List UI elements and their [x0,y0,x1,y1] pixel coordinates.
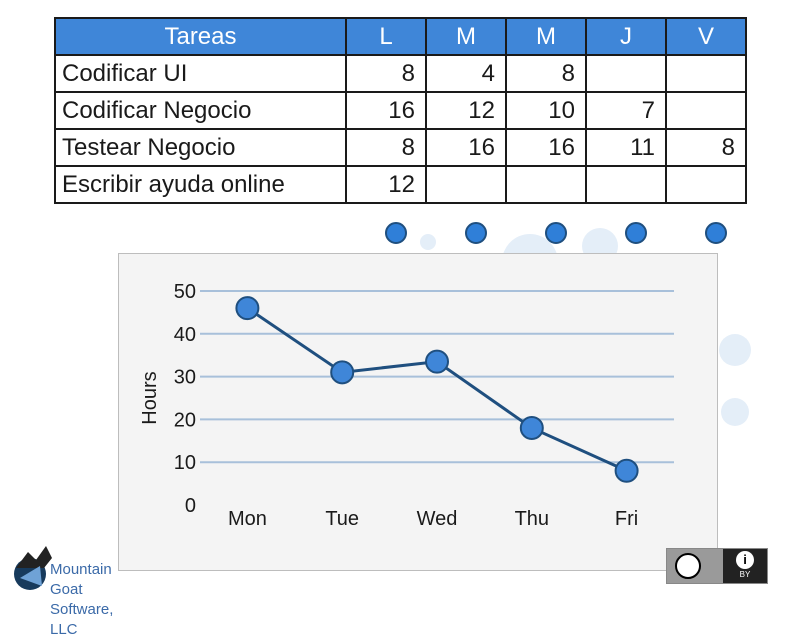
table-row: Codificar UI 8 4 8 [54,54,747,93]
day-header: L [345,17,427,56]
hours-cell: 8 [505,54,587,93]
hours-cell: 8 [345,128,427,167]
attribution-icon: i [736,551,754,569]
data-point [614,458,639,483]
y-tick-label: 40 [174,324,196,346]
hours-cell: 12 [425,91,507,130]
y-axis-label: Hours [139,371,161,424]
tasks-header: Tareas [54,17,347,56]
hours-cell: 16 [425,128,507,167]
x-tick-label: Wed [417,508,458,530]
task-table: Tareas L M M J V Codificar UI 8 4 8 Codi… [54,17,747,204]
hours-cell [665,91,747,130]
column-marker-icon [625,222,647,244]
day-header: V [665,17,747,56]
hours-cell: 8 [665,128,747,167]
hours-cell: 8 [345,54,427,93]
column-marker-icon [545,222,567,244]
column-markers [385,222,727,244]
task-name: Codificar Negocio [54,91,347,130]
y-tick-label: 0 [185,495,196,517]
data-point [519,415,544,440]
chart-panel [118,253,718,571]
hours-cell: 4 [425,54,507,93]
hours-cell [425,165,507,204]
x-tick-label: Mon [228,508,267,530]
burndown-chart: 0 10 20 30 40 50 Mon Tue Wed Thu Fri Hours [139,281,674,530]
y-tick-label: 20 [174,409,196,431]
table-row: Testear Negocio 8 16 16 11 8 [54,128,747,167]
data-point [235,296,260,321]
hours-cell: 11 [585,128,667,167]
table-row: Escribir ayuda online 12 [54,165,747,204]
company-name: Mountain Goat Software, LLC [50,561,114,638]
day-header: J [585,17,667,56]
hours-cell [665,54,747,93]
task-name: Codificar UI [54,54,347,93]
day-header: M [505,17,587,56]
column-marker-icon [385,222,407,244]
task-name: Escribir ayuda online [54,165,347,204]
column-marker-icon [465,222,487,244]
goat-logo-icon [14,546,52,590]
hours-cell [585,165,667,204]
data-point [425,349,449,374]
hours-cell [665,165,747,204]
x-tick-label: Thu [515,508,549,530]
hours-cell: 10 [505,91,587,130]
x-tick-label: Fri [615,508,638,530]
hours-cell [505,165,587,204]
day-header: M [425,17,507,56]
series-line [246,306,628,473]
table-header-row: Tareas L M M J V [54,17,747,56]
table-row: Codificar Negocio 16 12 10 7 [54,91,747,130]
license-label: BY [739,570,751,579]
task-name: Testear Negocio [54,128,347,167]
cc-badge-icon: i BY [666,548,768,584]
y-tick-label: 10 [174,452,196,474]
hours-cell: 7 [585,91,667,130]
y-tick-label: 30 [174,367,196,389]
x-tick-label: Tue [325,508,359,530]
hours-cell: 16 [345,91,427,130]
y-tick-label: 50 [174,281,196,303]
hours-cell: 16 [505,128,587,167]
hours-cell [585,54,667,93]
hours-cell: 12 [345,165,427,204]
data-point [330,360,355,385]
column-marker-icon [705,222,727,244]
